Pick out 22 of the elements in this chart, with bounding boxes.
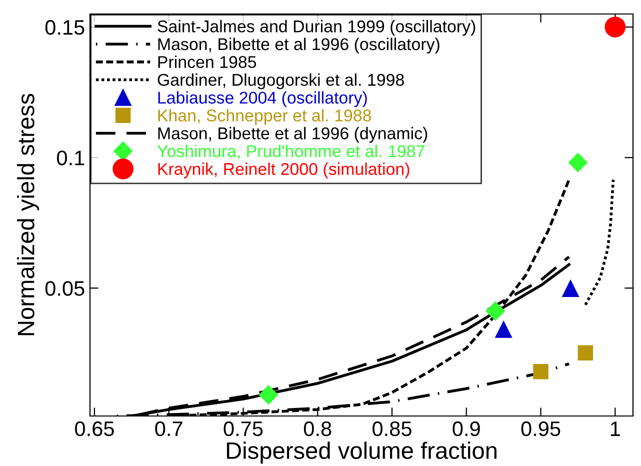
- legend-label: Gardiner, Dlugogorski et al. 1998: [158, 73, 404, 90]
- y-tick-label: 0.05: [45, 281, 84, 296]
- legend-label: Yoshimura, Prud'homme et al. 1987: [157, 144, 424, 160]
- y-tick-label: 0.1: [56, 150, 84, 166]
- legend-label: Saint-Jalmes and Durian 1999 (oscillatory): [158, 20, 476, 36]
- legend-label: Mason, Bibette et al 1996 (dynamic): [158, 126, 428, 143]
- legend-label: Mason, Bibette et al 1996 (oscillatory): [158, 38, 440, 54]
- y-tick-label: 0.15: [45, 20, 84, 35]
- x-tick-label: 0.9: [452, 421, 480, 436]
- legend-label: Labiausse 2004 (oscillatory): [158, 91, 367, 108]
- x-tick-label: 0.95: [521, 421, 560, 436]
- x-tick-label: 0.75: [224, 421, 263, 436]
- legend-label: Khan, Schnepper et al. 1988: [158, 109, 371, 125]
- x-tick-label: 0.8: [304, 421, 332, 436]
- x-tick-label: 1: [610, 422, 620, 436]
- legend-label: Princen 1985: [158, 56, 256, 68]
- x-tick-label: 0.65: [75, 421, 114, 436]
- x-axis-title: Dispersed volume fraction: [226, 442, 496, 464]
- legend-label: Kraynik, Reinelt 2000 (simulation): [158, 162, 410, 178]
- y-axis-title: Normalized yield stress: [17, 94, 40, 336]
- x-tick-label: 0.85: [372, 421, 412, 436]
- x-tick-label: 0.7: [155, 421, 182, 436]
